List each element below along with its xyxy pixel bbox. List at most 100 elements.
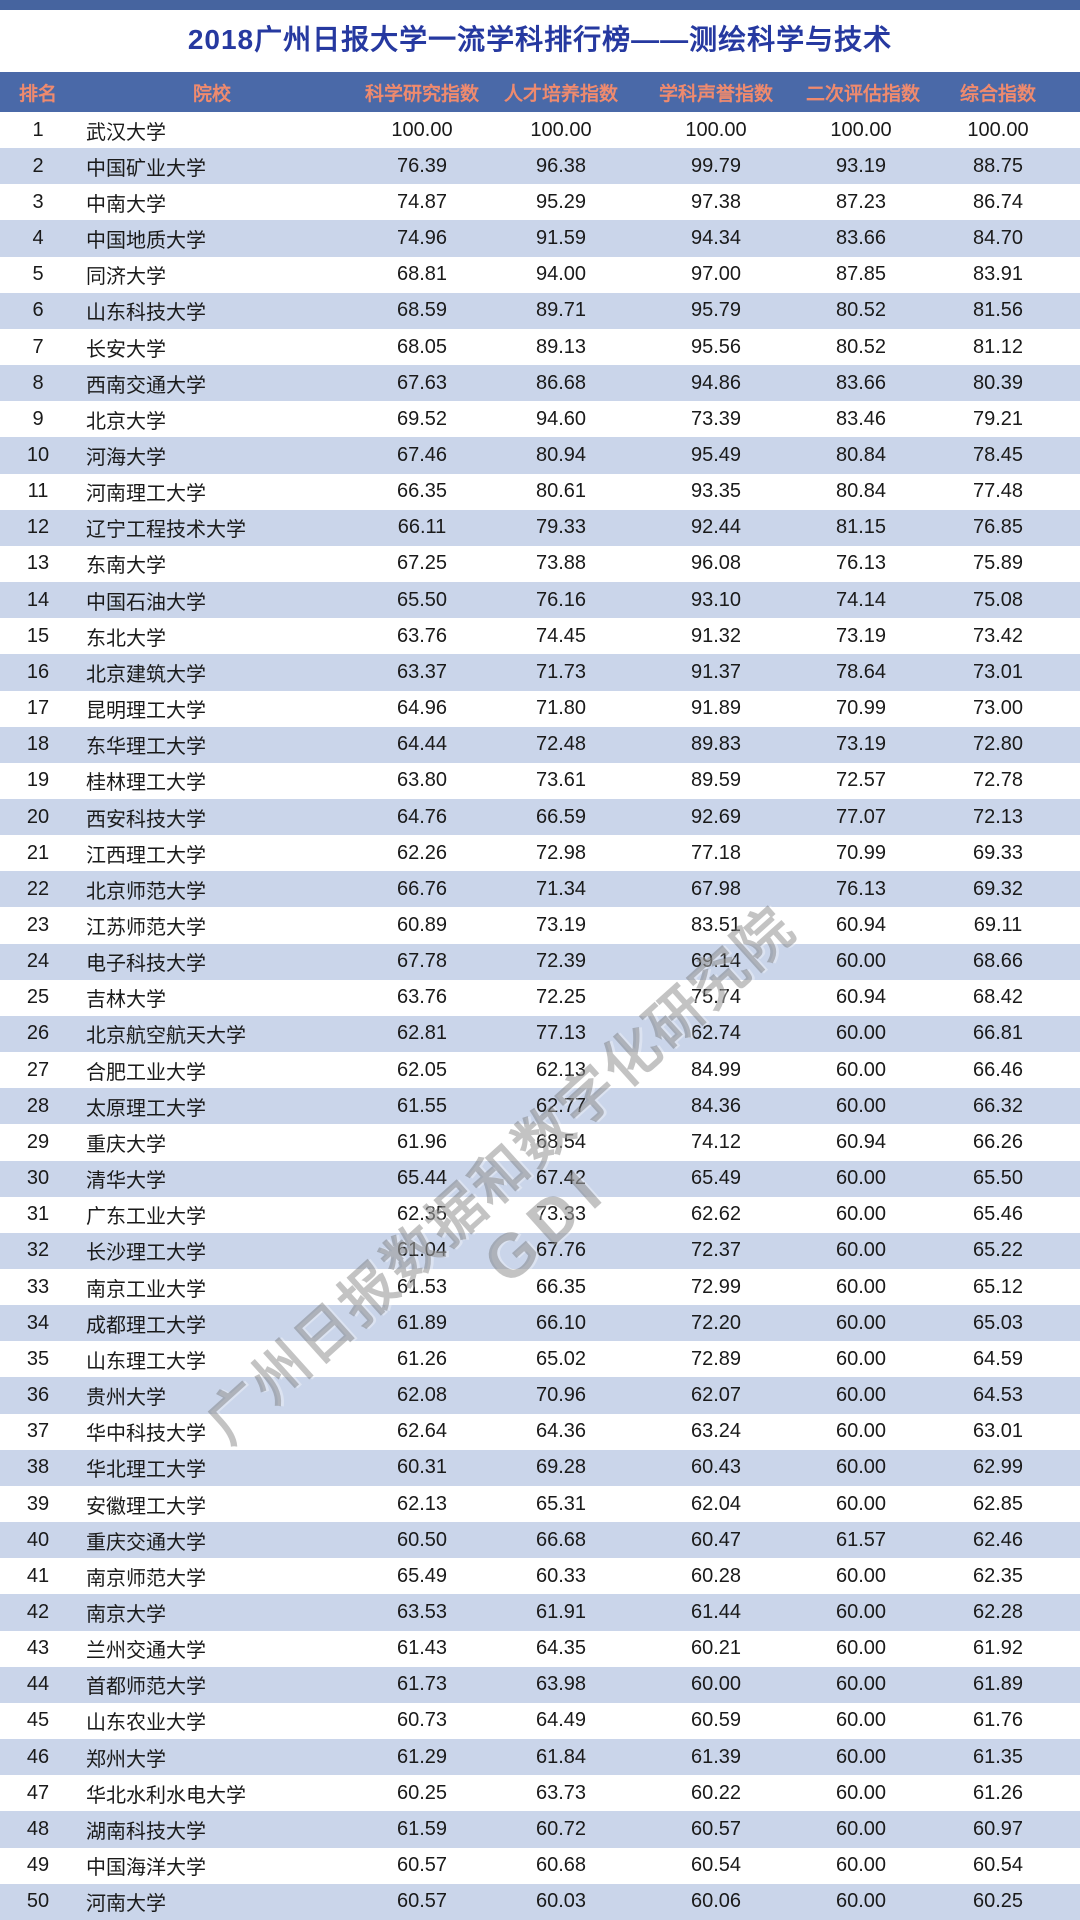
composite-index-cell: 80.39 (972, 371, 1024, 394)
talent-cultivation-cell: 72.39 (535, 950, 587, 973)
discipline-reputation-cell: 62.04 (690, 1492, 742, 1515)
scientific-research-cell: 61.26 (396, 1347, 448, 1370)
composite-index-cell: 73.01 (972, 660, 1024, 683)
secondary-evaluation-cell: 60.94 (835, 914, 887, 937)
scientific-research-cell: 64.76 (396, 805, 448, 828)
scientific-research-cell: 65.49 (396, 1564, 448, 1587)
rank-cell: 7 (32, 335, 44, 358)
composite-index-cell: 64.53 (972, 1384, 1024, 1407)
composite-index-cell: 61.76 (972, 1709, 1024, 1732)
table-row: 17 昆明理工大学 64.96 71.80 91.89 70.99 73.00 (0, 690, 1080, 727)
institution-cell: 中国矿业大学 (86, 157, 206, 180)
discipline-reputation-cell: 63.24 (690, 1420, 742, 1443)
rank-cell: 13 (26, 552, 50, 575)
talent-cultivation-cell: 61.91 (535, 1600, 587, 1623)
composite-index-cell: 86.74 (972, 190, 1024, 213)
secondary-evaluation-cell: 74.14 (835, 588, 887, 611)
talent-cultivation-cell: 94.60 (535, 407, 587, 430)
talent-cultivation-cell: 76.16 (535, 588, 587, 611)
table-row: 27 合肥工业大学 62.05 62.13 84.99 60.00 66.46 (0, 1052, 1080, 1089)
talent-cultivation-cell: 71.34 (535, 877, 587, 900)
rank-cell: 11 (27, 480, 49, 503)
table-row: 16 北京建筑大学 63.37 71.73 91.37 78.64 73.01 (0, 654, 1080, 691)
composite-index-cell: 60.25 (972, 1890, 1024, 1913)
secondary-evaluation-cell: 60.00 (835, 1890, 887, 1913)
scientific-research-cell: 65.44 (396, 1167, 448, 1190)
secondary-evaluation-cell: 76.13 (835, 552, 887, 575)
ranking-table: 排名 院校 科学研究指数 人才培养指数 学科声誉指数 二次评估指数 综合指数 1 武汉大学 10… (0, 72, 1080, 1920)
talent-cultivation-cell: 60.03 (535, 1890, 587, 1913)
table-row: 47 华北水利水电大学 60.25 63.73 60.22 60.00 61.26 (0, 1775, 1080, 1812)
talent-cultivation-cell: 100.00 (530, 118, 592, 141)
scientific-research-cell: 61.29 (396, 1745, 448, 1768)
institution-cell: 中南大学 (86, 193, 166, 216)
discipline-reputation-cell: 61.44 (690, 1600, 742, 1623)
talent-cultivation-cell: 74.45 (535, 624, 587, 647)
rank-cell: 45 (26, 1709, 50, 1732)
talent-cultivation-cell: 60.72 (535, 1817, 587, 1840)
scientific-research-cell: 61.96 (396, 1130, 448, 1153)
rank-cell: 46 (26, 1745, 50, 1768)
table-header-row: 排名 院校 科学研究指数 人才培养指数 学科声誉指数 二次评估指数 综合指数 (0, 72, 1080, 112)
secondary-evaluation-cell: 81.15 (835, 516, 887, 539)
composite-index-cell: 65.22 (972, 1239, 1024, 1262)
composite-index-cell: 75.08 (972, 588, 1024, 611)
table-row: 3 中南大学 74.87 95.29 97.38 87.23 86.74 (0, 184, 1080, 221)
rank-cell: 15 (26, 624, 50, 647)
talent-cultivation-cell: 96.38 (535, 154, 587, 177)
rank-cell: 10 (26, 443, 50, 466)
institution-cell: 南京大学 (86, 1603, 166, 1626)
talent-cultivation-cell: 69.28 (535, 1456, 587, 1479)
discipline-reputation-cell: 60.00 (690, 1673, 742, 1696)
discipline-reputation-cell: 60.54 (690, 1854, 742, 1877)
institution-cell: 合肥工业大学 (86, 1061, 206, 1084)
talent-cultivation-cell: 73.33 (535, 1203, 587, 1226)
composite-index-cell: 65.50 (972, 1167, 1024, 1190)
secondary-evaluation-cell: 60.00 (835, 1673, 887, 1696)
secondary-evaluation-cell: 60.94 (835, 986, 887, 1009)
table-row: 50 河南大学 60.57 60.03 60.06 60.00 60.25 (0, 1883, 1080, 1920)
scientific-research-cell: 62.64 (396, 1420, 448, 1443)
institution-cell: 北京建筑大学 (86, 663, 206, 686)
composite-index-cell: 68.42 (972, 986, 1024, 1009)
rank-cell: 29 (26, 1130, 50, 1153)
table-row: 23 江苏师范大学 60.89 73.19 83.51 60.94 69.11 (0, 907, 1080, 944)
scientific-research-cell: 74.87 (396, 190, 448, 213)
institution-cell: 清华大学 (86, 1170, 166, 1193)
composite-index-cell: 81.12 (972, 335, 1024, 358)
talent-cultivation-cell: 94.00 (535, 263, 587, 286)
rank-cell: 50 (26, 1890, 50, 1913)
table-row: 37 华中科技大学 62.64 64.36 63.24 60.00 63.01 (0, 1413, 1080, 1450)
composite-index-cell: 73.00 (972, 697, 1024, 720)
institution-cell: 贵州大学 (86, 1387, 166, 1410)
institution-cell: 湖南科技大学 (86, 1820, 206, 1843)
institution-cell: 郑州大学 (86, 1748, 166, 1771)
institution-cell: 兰州交通大学 (86, 1640, 206, 1663)
discipline-reputation-cell: 84.36 (690, 1094, 742, 1117)
scientific-research-cell: 76.39 (396, 154, 448, 177)
secondary-evaluation-cell: 60.00 (835, 1854, 887, 1877)
scientific-research-cell: 66.76 (396, 877, 448, 900)
talent-cultivation-cell: 72.25 (535, 986, 587, 1009)
discipline-reputation-cell: 77.18 (690, 841, 742, 864)
talent-cultivation-cell: 62.77 (535, 1094, 587, 1117)
table-row: 13 东南大学 67.25 73.88 96.08 76.13 75.89 (0, 545, 1080, 583)
rank-cell: 20 (26, 805, 50, 828)
col-composite-index: 综合指数 (916, 72, 1080, 112)
secondary-evaluation-cell: 60.94 (835, 1130, 887, 1153)
secondary-evaluation-cell: 100.00 (830, 118, 892, 141)
discipline-reputation-cell: 93.35 (690, 480, 742, 503)
secondary-evaluation-cell: 60.00 (835, 1311, 887, 1334)
discipline-reputation-cell: 60.06 (690, 1890, 742, 1913)
table-row: 46 郑州大学 61.29 61.84 61.39 60.00 61.35 (0, 1739, 1080, 1776)
discipline-reputation-cell: 95.49 (690, 443, 742, 466)
table-row: 30 清华大学 65.44 67.42 65.49 60.00 65.50 (0, 1160, 1080, 1197)
institution-cell: 东华理工大学 (86, 736, 206, 759)
discipline-reputation-cell: 60.21 (690, 1637, 742, 1660)
secondary-evaluation-cell: 60.00 (835, 950, 887, 973)
composite-index-cell: 84.70 (972, 227, 1024, 250)
talent-cultivation-cell: 63.98 (535, 1673, 587, 1696)
rank-cell: 19 (26, 769, 50, 792)
rank-cell: 26 (26, 1022, 50, 1045)
talent-cultivation-cell: 77.13 (535, 1022, 587, 1045)
